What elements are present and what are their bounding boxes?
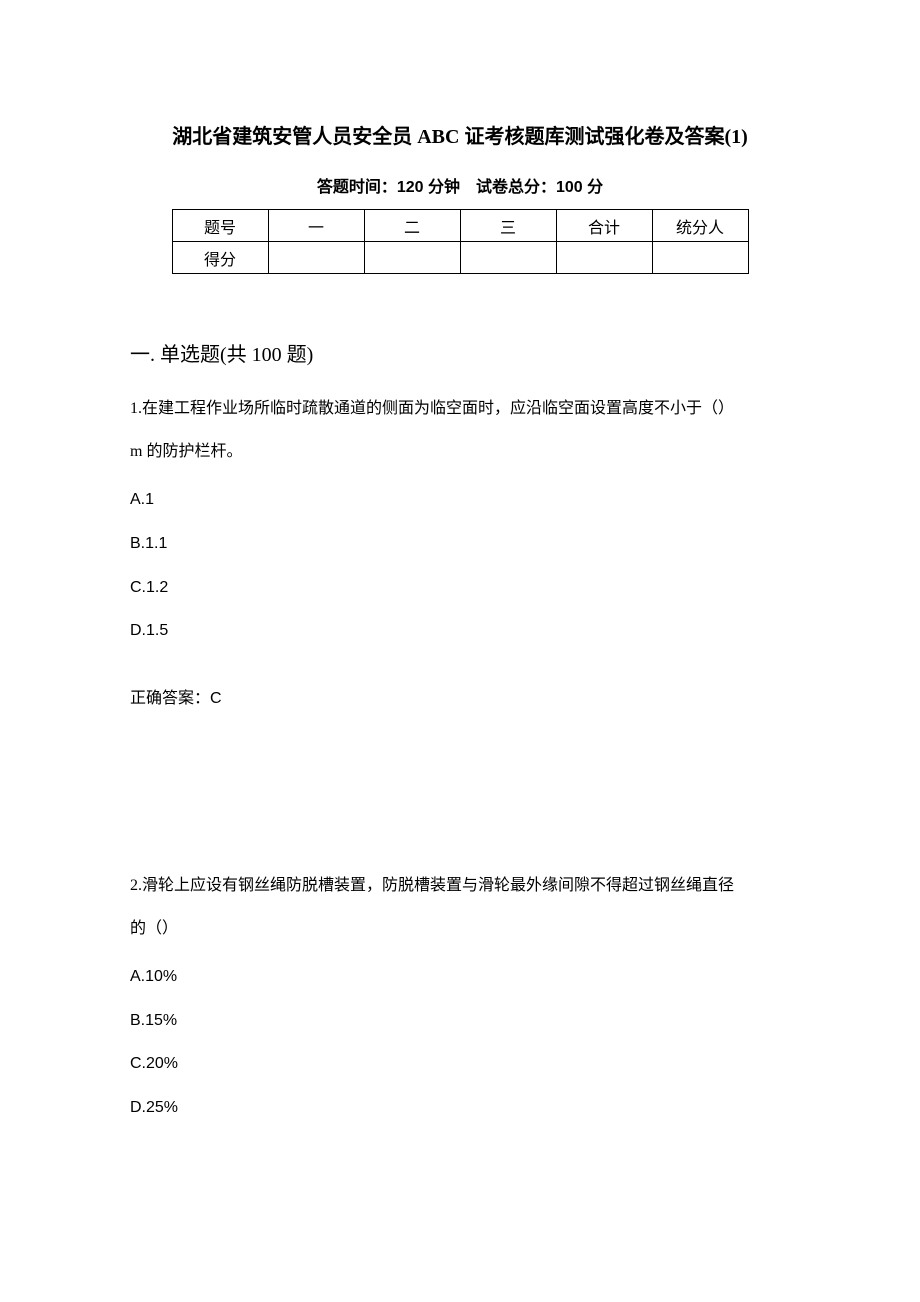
question-1-block: 1.在建工程作业场所临时疏散通道的侧面为临空面时，应沿临空面设置高度不小于（） … [130,391,790,708]
header-c1: 一 [268,210,364,242]
score-total [556,242,652,274]
q1-option-c: C.1.2 [130,575,790,601]
header-label: 题号 [172,210,268,242]
header-total: 合计 [556,210,652,242]
q1-answer: 正确答案：C [130,684,790,708]
score-table: 题号 一 二 三 合计 统分人 得分 [172,209,749,274]
q2-option-c: C.20% [130,1051,790,1077]
q1-option-d: D.1.5 [130,618,790,644]
q2-option-d: D.25% [130,1095,790,1121]
q1-text-line1: 1.在建工程作业场所临时疏散通道的侧面为临空面时，应沿临空面设置高度不小于（） [130,391,790,426]
score-c1 [268,242,364,274]
subtitle-gap [460,179,476,196]
exam-title: 湖北省建筑安管人员安全员 ABC 证考核题库测试强化卷及答案(1) [130,120,790,149]
q1-option-b: B.1.1 [130,531,790,557]
q2-text-line1: 2.滑轮上应设有钢丝绳防脱槽装置，防脱槽装置与滑轮最外缘间隙不得超过钢丝绳直径 [130,868,790,903]
q2-option-b: B.15% [130,1008,790,1034]
table-score-row: 得分 [172,242,748,274]
score-c2 [364,242,460,274]
score-label: 得分 [172,242,268,274]
q2-text-line2: 的（） [130,911,790,946]
total-score: 试卷总分：100 分 [476,179,603,196]
section-title: 一. 单选题(共 100 题) [130,338,790,367]
header-c2: 二 [364,210,460,242]
question-2-block: 2.滑轮上应设有钢丝绳防脱槽装置，防脱槽装置与滑轮最外缘间隙不得超过钢丝绳直径 … [130,868,790,1121]
time-limit: 答题时间：120 分钟 [317,179,460,196]
q1-answer-label: 正确答案： [130,690,210,707]
q1-option-a: A.1 [130,487,790,513]
table-header-row: 题号 一 二 三 合计 统分人 [172,210,748,242]
header-scorer: 统分人 [652,210,748,242]
score-c3 [460,242,556,274]
q1-answer-value: C [210,690,222,707]
header-c3: 三 [460,210,556,242]
exam-subtitle: 答题时间：120 分钟 试卷总分：100 分 [130,173,790,197]
score-scorer [652,242,748,274]
q2-option-a: A.10% [130,964,790,990]
q1-text-line2: m 的防护栏杆。 [130,434,790,469]
